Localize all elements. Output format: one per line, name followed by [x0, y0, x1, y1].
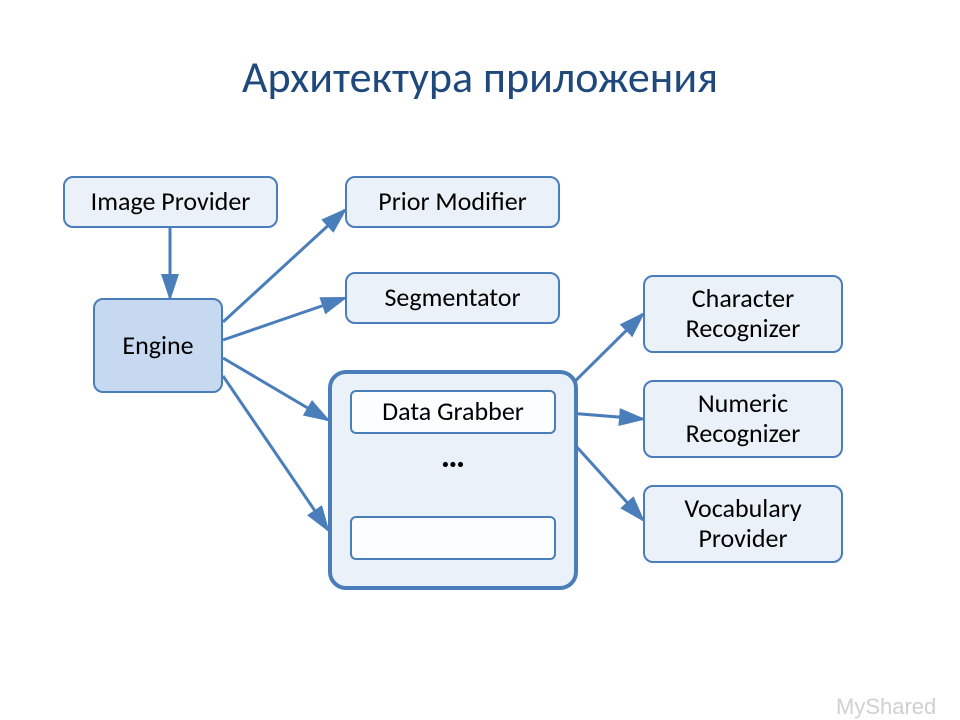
- node-data-grabber: Data Grabber: [350, 390, 556, 434]
- node-empty-grabber: [350, 516, 556, 560]
- node-ellipsis: …: [350, 440, 556, 474]
- node-image-provider: Image Provider: [63, 176, 278, 228]
- watermark: MyShared: [836, 694, 936, 720]
- edge: [223, 376, 328, 530]
- node-vocab-provider: Vocabulary Provider: [643, 485, 843, 563]
- node-char-recognizer: Character Recognizer: [643, 275, 843, 353]
- edge: [223, 358, 328, 420]
- slide-title: Архитектура приложения: [0, 50, 960, 104]
- edge: [223, 298, 345, 340]
- node-num-recognizer: Numeric Recognizer: [643, 380, 843, 458]
- node-engine: Engine: [93, 298, 223, 393]
- node-segmentator: Segmentator: [345, 272, 560, 324]
- node-prior-modifier: Prior Modifier: [345, 176, 560, 228]
